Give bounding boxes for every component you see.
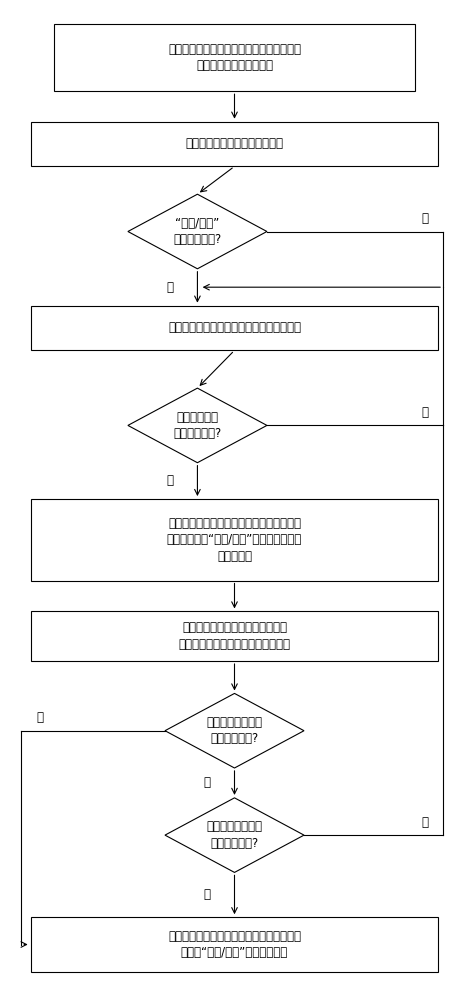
Bar <box>30 917 439 972</box>
Polygon shape <box>165 693 304 768</box>
Text: 否: 否 <box>203 888 210 901</box>
Text: 否: 否 <box>37 711 43 724</box>
Text: 是否落入越界
使用内存区域?: 是否落入越界 使用内存区域? <box>174 411 221 440</box>
Text: 查询中断前正在执行的当前任务，
并获得访问越界使用内存区域的函数: 查询中断前正在执行的当前任务， 并获得访问越界使用内存区域的函数 <box>179 621 290 651</box>
Text: 将该标志区设为活跃，清除其它标志区的活
跃标志，修改“启动/停止”标志位为停止，
并产生中断: 将该标志区设为活跃，清除其它标志区的活 跃标志，修改“启动/停止”标志位为停止，… <box>167 517 302 563</box>
Text: 否: 否 <box>421 406 428 419</box>
Text: 否: 否 <box>421 212 428 225</box>
Polygon shape <box>128 194 267 269</box>
Bar <box>30 611 439 661</box>
Polygon shape <box>128 388 267 463</box>
Text: 设定越界使用内存区域以及合法访问上述内
存区域的任务集和函数集: 设定越界使用内存区域以及合法访问上述内 存区域的任务集和函数集 <box>168 43 301 72</box>
Text: 判断该任务是否为
合法访问任务?: 判断该任务是否为 合法访问任务? <box>206 716 263 745</box>
Text: 对地址线进行采样，得到当前内存访问地址: 对地址线进行采样，得到当前内存访问地址 <box>168 321 301 334</box>
Bar <box>30 499 439 581</box>
Text: 输出该任务名、任务进程标识以及指令地址
，修改“启动/停止”标志位为启动: 输出该任务名、任务进程标识以及指令地址 ，修改“启动/停止”标志位为启动 <box>168 930 301 959</box>
Text: 是: 是 <box>166 474 173 487</box>
Bar <box>30 122 439 166</box>
Text: 是: 是 <box>166 281 173 294</box>
Bar <box>30 306 439 350</box>
Text: 设定可编程逻辑器件的采样频率: 设定可编程逻辑器件的采样频率 <box>186 137 283 150</box>
Text: 是: 是 <box>421 816 428 829</box>
Text: 是: 是 <box>203 776 210 789</box>
Bar <box>54 24 415 91</box>
Text: 判断该函数是否为
合法访问函数?: 判断该函数是否为 合法访问函数? <box>206 820 263 850</box>
Text: “启动/停止”
标志位为启动?: “启动/停止” 标志位为启动? <box>174 217 221 246</box>
Polygon shape <box>165 798 304 872</box>
